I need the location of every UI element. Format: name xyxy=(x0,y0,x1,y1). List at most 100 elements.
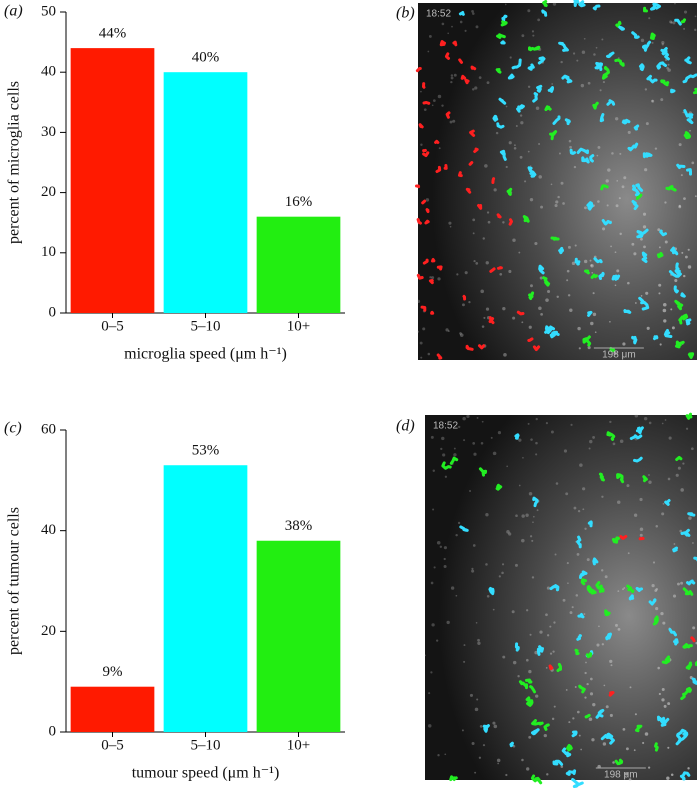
speck xyxy=(680,174,683,177)
panel-label: (d) xyxy=(396,418,415,435)
speck xyxy=(540,312,543,316)
track xyxy=(468,161,474,166)
track xyxy=(576,147,589,155)
speck xyxy=(497,762,499,765)
speck xyxy=(535,417,538,421)
speck xyxy=(502,306,506,311)
micrograph-bg xyxy=(425,415,697,780)
speck xyxy=(570,423,573,426)
speck xyxy=(422,327,426,331)
track xyxy=(527,337,534,342)
speck xyxy=(482,237,485,240)
speck xyxy=(680,488,684,492)
track xyxy=(642,475,648,483)
speck xyxy=(521,514,525,518)
speck xyxy=(605,179,609,183)
track xyxy=(500,40,506,45)
speck xyxy=(518,251,521,254)
speck xyxy=(443,557,446,561)
track xyxy=(661,716,670,725)
value-label: 40% xyxy=(192,50,220,66)
speck xyxy=(501,571,504,575)
speck xyxy=(644,88,648,91)
speck xyxy=(473,259,476,263)
speck xyxy=(505,165,508,169)
track xyxy=(488,317,495,324)
speck xyxy=(527,9,531,13)
speck xyxy=(661,41,665,45)
speck xyxy=(472,544,476,547)
speck xyxy=(478,76,482,79)
track xyxy=(642,152,653,159)
speck xyxy=(691,161,695,165)
speck xyxy=(562,202,565,205)
track xyxy=(682,587,694,596)
speck xyxy=(441,22,445,26)
speck xyxy=(450,586,455,590)
track xyxy=(416,273,424,280)
speck xyxy=(477,638,480,642)
value-label: 44% xyxy=(99,26,127,42)
speck xyxy=(448,221,452,225)
speck xyxy=(450,76,454,80)
track xyxy=(439,41,446,47)
speck xyxy=(642,225,647,229)
speck xyxy=(527,150,530,153)
track xyxy=(587,520,593,528)
track xyxy=(635,426,644,435)
track xyxy=(506,187,513,196)
speck xyxy=(472,218,476,222)
speck xyxy=(419,341,423,345)
speck xyxy=(486,595,490,598)
speck xyxy=(578,734,581,737)
x-tick-label: 0–5 xyxy=(101,737,124,753)
speck xyxy=(594,331,597,334)
speck xyxy=(634,414,639,418)
speck xyxy=(473,452,477,456)
speck xyxy=(589,677,593,681)
speck xyxy=(629,686,632,689)
speck xyxy=(615,623,618,627)
micrograph xyxy=(415,0,697,360)
track xyxy=(552,115,561,125)
track xyxy=(518,680,529,690)
track xyxy=(465,344,470,351)
speck xyxy=(474,707,479,712)
speck xyxy=(639,497,643,502)
speck xyxy=(504,3,507,6)
speck xyxy=(532,34,535,37)
track xyxy=(582,335,592,347)
track xyxy=(654,742,659,752)
speck xyxy=(475,25,479,29)
speck xyxy=(572,52,576,55)
track xyxy=(679,771,691,781)
panel-label: (b) xyxy=(396,5,415,22)
timestamp: 18:52 xyxy=(433,421,458,432)
speck xyxy=(614,284,617,287)
track xyxy=(478,344,486,350)
y-tick-label: 0 xyxy=(49,723,57,739)
track xyxy=(661,50,670,61)
speck xyxy=(453,73,457,77)
speck xyxy=(644,168,648,172)
speck xyxy=(536,509,539,512)
track xyxy=(675,340,685,349)
speck xyxy=(619,439,624,444)
track xyxy=(491,177,496,184)
speck xyxy=(688,516,692,520)
speck xyxy=(567,582,569,584)
track xyxy=(657,715,667,727)
speck xyxy=(430,581,434,585)
speck xyxy=(475,622,478,624)
speck xyxy=(583,259,588,264)
speck xyxy=(663,704,667,708)
speck xyxy=(513,144,516,147)
speck xyxy=(455,533,458,537)
speck xyxy=(471,741,475,746)
speck xyxy=(576,552,580,556)
x-tick-label: 10+ xyxy=(287,318,310,334)
track xyxy=(674,262,681,276)
speck xyxy=(480,289,484,294)
speck xyxy=(522,456,524,459)
speck xyxy=(584,527,587,530)
